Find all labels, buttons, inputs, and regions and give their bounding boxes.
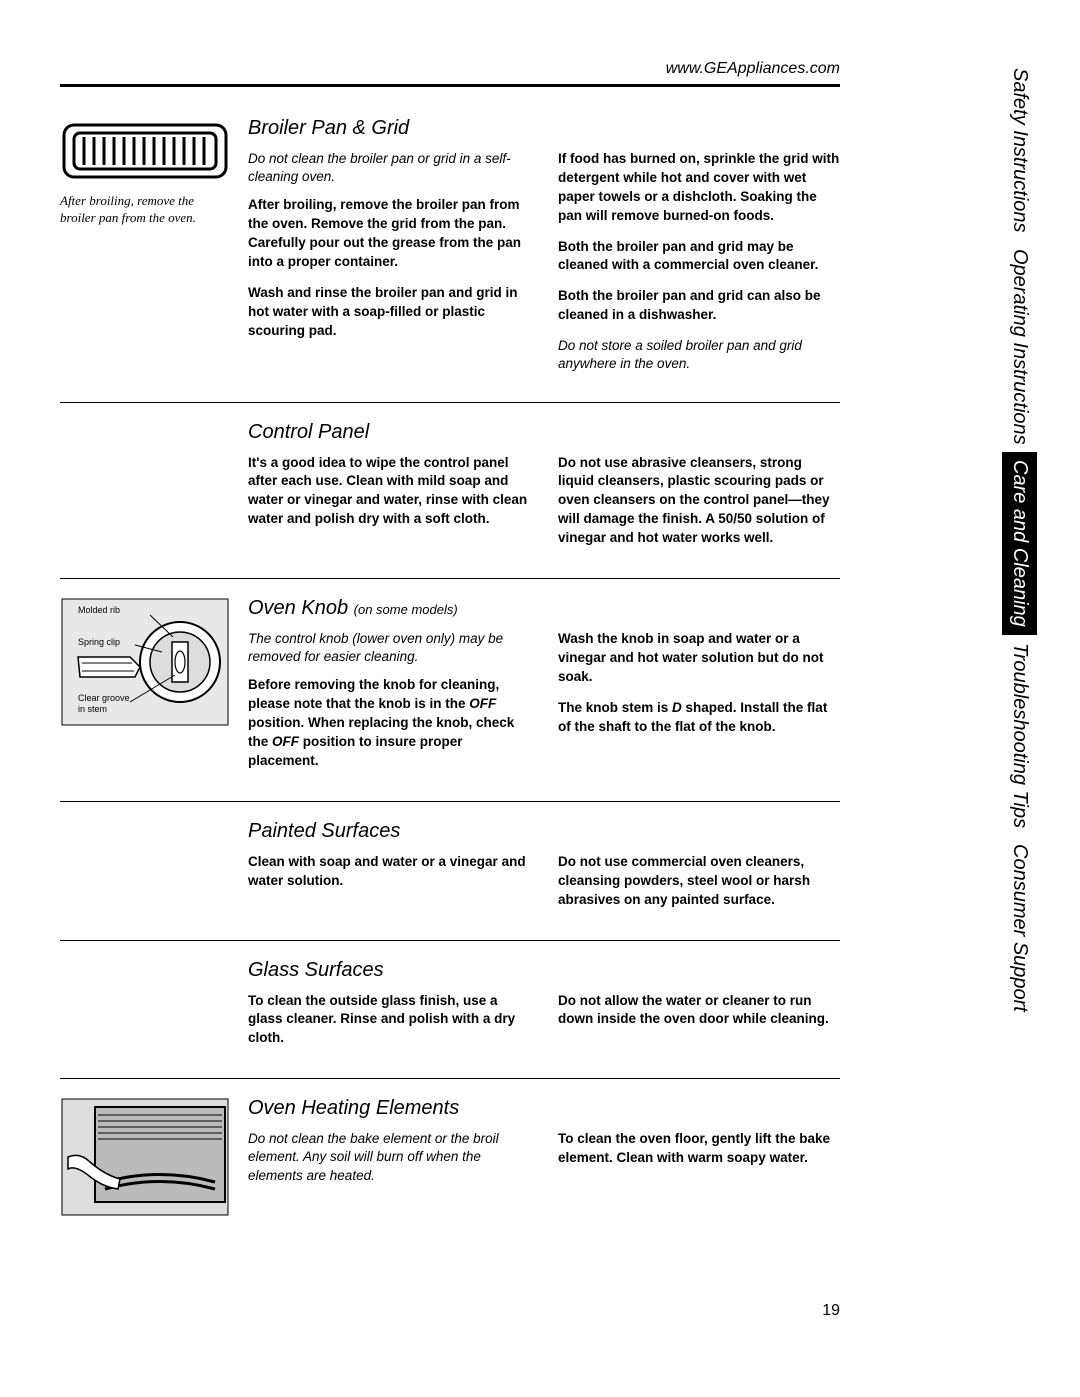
tab-care: Care and Cleaning	[1002, 452, 1037, 635]
control-title: Control Panel	[248, 421, 840, 444]
glass-r1: Do not allow the water or cleaner to run…	[558, 992, 840, 1030]
broiler-r3: Both the broiler pan and grid can also b…	[558, 287, 840, 325]
section-glass: Glass Surfaces To clean the outside glas…	[60, 959, 840, 1061]
broiler-title: Broiler Pan & Grid	[248, 117, 840, 140]
control-l1: It's a good idea to wipe the control pan…	[248, 454, 530, 530]
tab-troubleshooting: Troubleshooting Tips	[1002, 635, 1037, 836]
painted-r1: Do not use commercial oven cleaners, cle…	[558, 853, 840, 910]
header-url: www.GEAppliances.com	[60, 60, 840, 78]
heating-title: Oven Heating Elements	[248, 1097, 840, 1120]
header-rule	[60, 84, 840, 87]
broiler-r1: If food has burned on, sprinkle the grid…	[558, 150, 840, 226]
glass-l1: To clean the outside glass finish, use a…	[248, 992, 530, 1049]
heating-italic: Do not clean the bake element or the bro…	[248, 1130, 530, 1185]
tab-operating: Operating Instructions	[1002, 241, 1037, 453]
tab-safety: Safety Instructions	[1002, 60, 1037, 241]
section-painted: Painted Surfaces Clean with soap and wat…	[60, 820, 840, 922]
knob-l1: Before removing the knob for cleaning, p…	[248, 676, 530, 770]
heating-r1: To clean the oven floor, gently lift the…	[558, 1130, 840, 1168]
label-groove1: Clear groove	[78, 693, 130, 703]
painted-title: Painted Surfaces	[248, 820, 840, 843]
section-control: Control Panel It's a good idea to wipe t…	[60, 421, 840, 560]
section-knob: Molded rib Spring clip Clear groove in s…	[60, 597, 840, 783]
divider	[60, 1078, 840, 1079]
knob-italic: The control knob (lower oven only) may b…	[248, 630, 530, 666]
knob-r1: Wash the knob in soap and water or a vin…	[558, 630, 840, 687]
page-number: 19	[822, 1302, 840, 1320]
broiler-pan-illustration	[60, 117, 230, 187]
painted-l1: Clean with soap and water or a vinegar a…	[248, 853, 530, 891]
broiler-r-italic: Do not store a soiled broiler pan and gr…	[558, 337, 840, 373]
section-broiler: After broiling, remove the broiler pan f…	[60, 117, 840, 384]
side-tabs: Safety Instructions Operating Instructio…	[1002, 60, 1040, 1170]
broiler-caption: After broiling, remove the broiler pan f…	[60, 193, 230, 227]
label-spring: Spring clip	[78, 637, 120, 647]
broiler-warn: Do not clean the broiler pan or grid in …	[248, 150, 530, 186]
label-molded: Molded rib	[78, 605, 120, 615]
glass-title: Glass Surfaces	[248, 959, 840, 982]
divider	[60, 801, 840, 802]
knob-title: Oven Knob (on some models)	[248, 597, 840, 620]
heating-illustration	[60, 1097, 230, 1217]
divider	[60, 578, 840, 579]
divider	[60, 940, 840, 941]
broiler-p2: Wash and rinse the broiler pan and grid …	[248, 284, 530, 341]
broiler-r2: Both the broiler pan and grid may be cle…	[558, 238, 840, 276]
section-heating: Oven Heating Elements Do not clean the b…	[60, 1097, 840, 1217]
knob-r2: The knob stem is D shaped. Install the f…	[558, 699, 840, 737]
knob-illustration: Molded rib Spring clip Clear groove in s…	[60, 597, 230, 727]
label-groove2: in stem	[78, 704, 107, 714]
divider	[60, 402, 840, 403]
broiler-p1: After broiling, remove the broiler pan f…	[248, 196, 530, 272]
control-r1: Do not use abrasive cleansers, strong li…	[558, 454, 840, 548]
tab-consumer: Consumer Support	[1002, 836, 1037, 1020]
